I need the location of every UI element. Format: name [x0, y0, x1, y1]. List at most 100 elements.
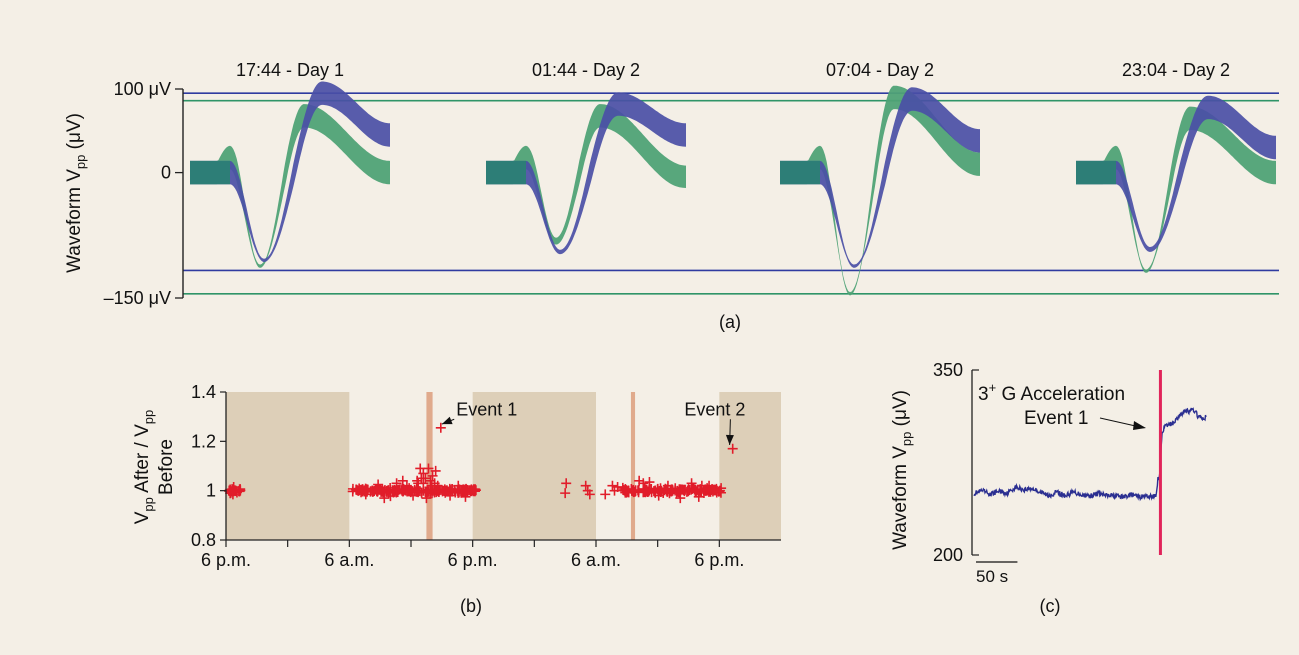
b-x-tick-label-2: 6 a.m.: [324, 550, 374, 570]
b-point-23: [373, 479, 384, 490]
a-snapshot-0: 17:44 - Day 1: [190, 60, 390, 268]
a-snapshot-1: 01:44 - Day 2: [486, 60, 686, 255]
b-point-cluster-2-138: [704, 485, 715, 496]
b-point-20: [460, 491, 471, 502]
b-point-cluster-2-143: [630, 485, 641, 496]
b-x-ticks: 6 p.m. 6 a.m. 6 p.m. 6 a.m. 6 p.m.: [201, 540, 744, 570]
b-point-16: [391, 478, 402, 489]
b-event-bars: [426, 392, 636, 540]
b-point-22: [360, 489, 371, 500]
b-point-cluster-1-177: [371, 484, 382, 495]
c-panel-label: (c): [1040, 596, 1061, 616]
b-point-17: [408, 490, 419, 501]
b-y-tick-label-3: 1.4: [191, 382, 216, 402]
a-snapshot-title-3: 23:04 - Day 2: [1122, 60, 1230, 80]
c-event-arrow-head: [1133, 421, 1146, 430]
b-y-tick-label-2: 1.2: [191, 431, 216, 451]
b-annotation-text-1: Event 2: [684, 399, 745, 419]
b-points: [224, 422, 738, 504]
a-y-tick-label-2: –150 μV: [104, 288, 171, 308]
c-ylabel-main: Waveform V: [890, 446, 911, 550]
a-reference-lines: [183, 92, 1279, 295]
a-green-band-0: [190, 104, 390, 268]
b-point-33: [693, 491, 704, 502]
b-point-4: [430, 465, 441, 476]
b-x-tick-label-4: 6 p.m.: [448, 550, 498, 570]
c-ylabel: Waveform Vpp (μV): [890, 390, 914, 550]
b-y-tick-label-1: 1: [206, 481, 216, 501]
b-point-29: [662, 480, 673, 491]
c-y-ticks: 350 200: [933, 360, 979, 565]
a-snapshot-2: 07:04 - Day 2: [780, 60, 980, 296]
c-ylabel-tail: (μV): [890, 390, 911, 432]
b-point-cluster-2-146: [695, 485, 706, 496]
c-scalebar-label: 50 s: [976, 567, 1008, 586]
b-point-34: [704, 480, 715, 491]
b-annotation-text-0: Event 1: [456, 399, 517, 419]
a-snapshots: 17:44 - Day 1 01:44 - Day 2 07:04 - Day 2 2…: [190, 60, 1276, 296]
a-green-band-3: [1076, 106, 1276, 273]
b-point-19: [445, 490, 456, 501]
b-shaded-range-0: [226, 392, 350, 540]
b-point-cluster-1-149: [416, 487, 427, 498]
b-point-32: [675, 493, 686, 504]
a-snapshot-title-1: 01:44 - Day 2: [532, 60, 640, 80]
a-y-tick-label-0: 100 μV: [114, 79, 171, 99]
b-x-tick-label-0: 6 p.m.: [201, 550, 251, 570]
a-ylabel-main: Waveform V: [64, 169, 85, 273]
a-baseline-overlap-3: [1076, 160, 1116, 185]
b-point-10: [418, 478, 429, 489]
b-annotation-arrowhead-1: [725, 434, 734, 446]
b-annotation-arrowhead-0: [441, 416, 453, 425]
a-snapshot-title-2: 07:04 - Day 2: [826, 60, 934, 80]
b-point-28: [644, 477, 655, 488]
c-event-label-line2: Event 1: [1024, 408, 1088, 429]
b-point-30: [686, 478, 697, 489]
a-y-tick-label-1: 0: [161, 163, 171, 183]
b-point-24: [453, 480, 464, 491]
b-point-12: [412, 475, 423, 486]
b-point-cluster-2-144: [619, 485, 630, 496]
b-point-cluster-2-148: [709, 484, 720, 495]
b-point-cluster-2-137: [714, 486, 725, 497]
b-ylabel-line1: Vpp After / Vpp: [132, 410, 156, 525]
b-point-42: [607, 480, 618, 491]
b-ylabel-v: V: [132, 511, 153, 524]
b-point-cluster-1-187: [469, 486, 480, 497]
b-ylabel-sub1: pp: [141, 497, 156, 511]
panel-a-waveforms: 100 μV 0 –150 μV 17:44 - Day 1 01:44 - Day …: [64, 60, 1279, 332]
b-point-15: [401, 480, 412, 491]
b-point-41: [600, 489, 611, 500]
a-panel-label: (a): [719, 312, 741, 332]
b-point-44: [612, 481, 623, 492]
b-point-46: [727, 443, 738, 454]
panel-b-scatter: 0.811.21.4 6 p.m. 6 a.m. 6 p.m. 6 a.m. 6 p.m…: [132, 382, 781, 616]
b-point-45: [435, 422, 446, 433]
b-point-40: [584, 489, 595, 500]
a-ylabel-sub: pp: [73, 155, 88, 169]
a-ylabel-tail: (μV): [64, 113, 85, 155]
a-y-ticks: 100 μV 0 –150 μV: [104, 79, 183, 308]
b-point-13: [426, 480, 437, 491]
b-point-37: [560, 488, 571, 499]
b-event-bar-1: [630, 392, 636, 540]
c-event-label-pre: 3: [978, 384, 989, 405]
b-point-21: [379, 493, 390, 504]
a-green-band-1: [486, 104, 686, 245]
b-shaded-range-1: [472, 392, 596, 540]
b-point-35: [653, 490, 664, 501]
b-point-cluster-1-184: [456, 486, 467, 497]
c-y-tick-label-0: 350: [933, 360, 963, 380]
b-point-27: [638, 478, 649, 489]
b-ylabel-line2: Before: [156, 439, 177, 495]
b-annotations: Event 1 Event 2: [441, 399, 745, 446]
c-event-label-line1: 3+ G Acceleration: [978, 380, 1125, 405]
c-event-label-post: G Acceleration: [996, 384, 1125, 405]
b-y-tick-label-0: 0.8: [191, 530, 216, 550]
b-ylabel-mid: After / V: [132, 424, 153, 497]
a-baseline-overlap-1: [486, 160, 526, 185]
c-event-arrow-shaft: [1099, 417, 1141, 428]
a-ylabel: Waveform Vpp (μV): [64, 113, 88, 273]
b-x-tick-label-8: 6 p.m.: [694, 550, 744, 570]
